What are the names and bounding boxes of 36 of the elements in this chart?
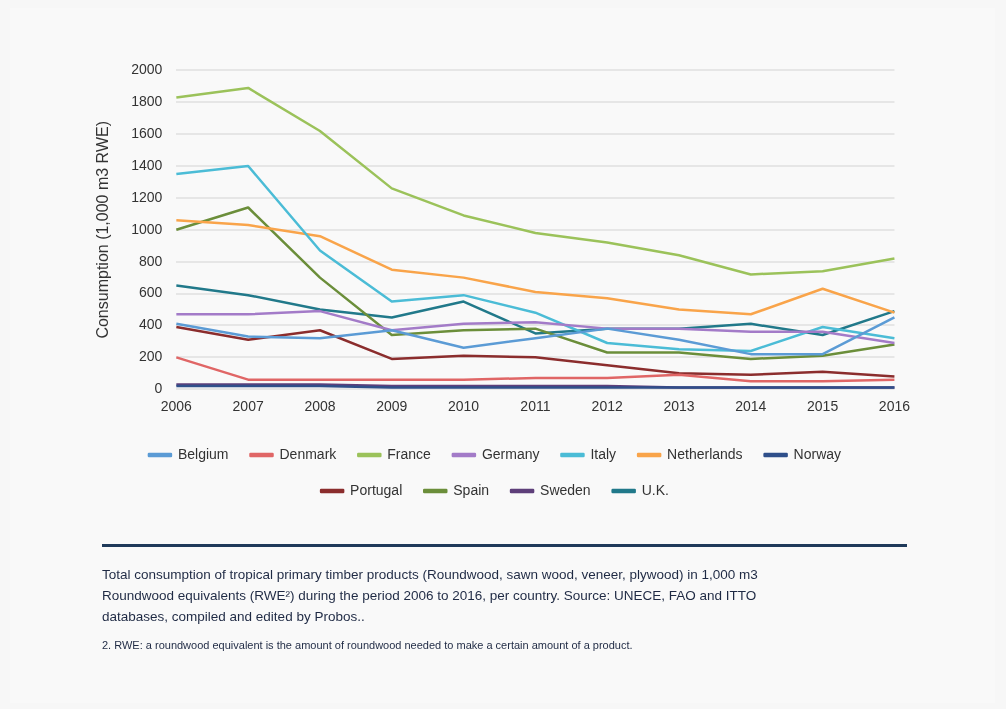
- y-tick-label: 200: [138, 348, 163, 365]
- x-tick-label: 2012: [591, 398, 623, 415]
- y-tick-label: 400: [138, 316, 163, 333]
- y-tick-label: 1200: [131, 188, 163, 205]
- x-tick-label: 2007: [232, 398, 264, 415]
- y-axis-title: Consumption (1,000 m3 RWE): [94, 121, 112, 339]
- legend-label: Denmark: [279, 445, 338, 462]
- legend-label: Norway: [793, 445, 842, 462]
- x-tick-label: 2015: [807, 398, 839, 415]
- x-tick-label: 2013: [663, 398, 695, 415]
- text: Total consumption of tropical primary timber products (Roundwood, sawn wood, veneer, plywood) in 1,000 m3 Roundwood equivalents (RWE²) during the period 2006 to 2016, per country. Source: UNECE, FAO and ITTO databases, compiled and edited by Probos..: [102, 566, 759, 626]
- x-tick-label: 2009: [376, 398, 408, 415]
- legend-label: Portugal: [350, 481, 403, 498]
- x-tick-label: 2008: [304, 398, 336, 415]
- legend-label: Italy: [590, 445, 617, 462]
- y-tick-label: 1600: [131, 125, 163, 142]
- y-tick-label: 800: [138, 252, 163, 269]
- y-tick-label: 600: [138, 284, 163, 301]
- y-tick-label: 0: [154, 380, 163, 397]
- x-tick-label: 2006: [160, 398, 193, 415]
- legend-label: France: [387, 445, 432, 462]
- y-tick-label: 2000: [131, 61, 163, 78]
- legend-label: Germany: [481, 445, 540, 462]
- y-tick-label: 1400: [131, 156, 163, 173]
- legend-label: Spain: [453, 481, 490, 498]
- x-tick-label: 2016: [878, 398, 911, 415]
- legend-label: Belgium: [177, 445, 229, 462]
- x-tick-label: 2011: [520, 398, 551, 415]
- x-tick-label: 2014: [735, 398, 767, 415]
- legend-label: Sweden: [540, 481, 591, 498]
- legend-label: U.K.: [641, 481, 669, 498]
- y-tick-label: 1800: [131, 93, 163, 110]
- y-tick-label: 1000: [131, 220, 163, 237]
- text: 2. RWE: a roundwood equivalent is the amount of roundwood needed to make a certain amount of a product.: [102, 639, 634, 651]
- legend-label: Netherlands: [667, 445, 743, 462]
- x-tick-label: 2010: [448, 398, 480, 415]
